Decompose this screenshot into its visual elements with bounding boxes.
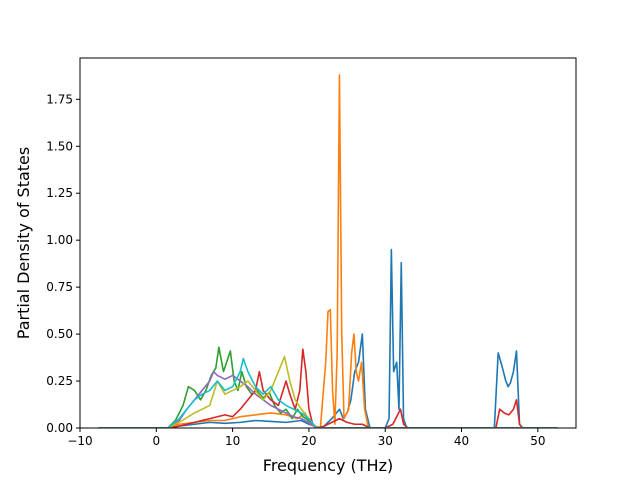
x-tick-label: 30 (378, 434, 393, 448)
y-tick-label: 0.50 (46, 327, 73, 341)
y-tick-label: 0.25 (46, 374, 73, 388)
y-tick-label: 0.75 (46, 280, 73, 294)
x-tick-label: 20 (301, 434, 316, 448)
x-axis: −10 0 10 20 30 40 50 (67, 428, 545, 448)
series-line-2 (98, 74, 558, 428)
series-line-3 (98, 346, 558, 428)
y-tick-label: 1.50 (46, 139, 73, 153)
y-axis: 0.00 0.25 0.50 0.75 1.00 1.25 1.50 1.75 (46, 92, 80, 435)
y-tick-label: 1.00 (46, 233, 73, 247)
series-line-6 (98, 355, 558, 428)
series-line-1 (98, 248, 558, 428)
x-tick-label: 10 (225, 434, 240, 448)
x-tick-label: −10 (67, 434, 92, 448)
x-tick-label: 50 (530, 434, 545, 448)
y-tick-label: 1.75 (46, 92, 73, 106)
y-axis-label: Partial Density of States (14, 147, 33, 339)
plot-frame (79, 57, 577, 429)
series-layer (98, 74, 558, 428)
x-axis-label: Frequency (THz) (263, 456, 393, 475)
series-line-7 (98, 357, 558, 428)
x-tick-label: 0 (152, 434, 160, 448)
x-tick-label: 40 (454, 434, 469, 448)
y-tick-label: 1.25 (46, 186, 73, 200)
y-tick-label: 0.00 (46, 421, 73, 435)
